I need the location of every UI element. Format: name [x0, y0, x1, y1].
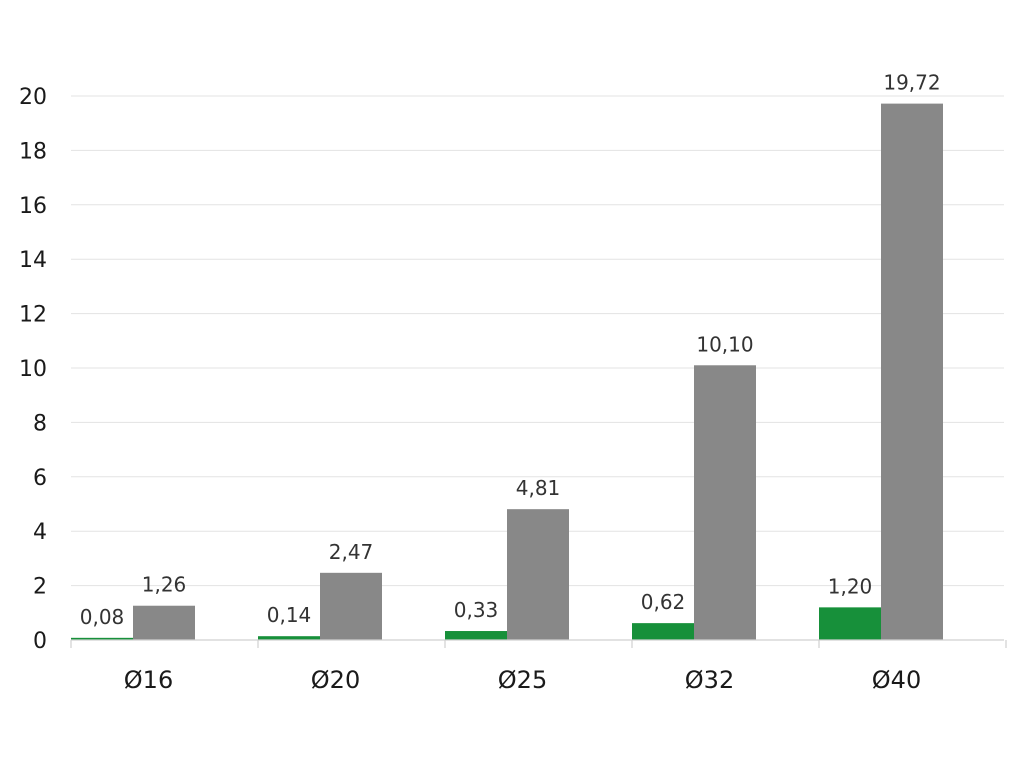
- bar-series-2: [133, 605, 195, 640]
- data-label: 4,81: [516, 476, 561, 500]
- bar-series-2: [694, 365, 756, 640]
- y-tick-label: 12: [19, 303, 47, 328]
- data-label: 2,47: [329, 540, 374, 564]
- x-category-label: Ø20: [311, 666, 360, 694]
- data-label: 0,08: [80, 605, 125, 629]
- y-tick-label: 20: [19, 85, 47, 110]
- x-axis: Ø16 Ø20 Ø25 Ø32 Ø40: [70, 639, 1007, 694]
- data-label: 1,26: [142, 573, 187, 597]
- y-tick-label: 10: [19, 357, 47, 382]
- data-labels: 0,08 0,14 0,33 0,62 1,20 1,26 2,47 4,81 10,10 19,…: [80, 71, 941, 629]
- data-label: 0,14: [267, 603, 312, 627]
- y-axis-ticks: 0 2 4 6 8 10 12 14 16 18 20: [19, 85, 47, 654]
- data-label: 0,62: [641, 590, 686, 614]
- bars: [71, 103, 943, 641]
- x-category-label: Ø32: [685, 666, 734, 694]
- gridlines: [71, 95, 1004, 587]
- bar-series-1: [71, 637, 133, 640]
- y-tick-label: 2: [33, 575, 47, 600]
- bar-series-1: [445, 631, 507, 640]
- bar-series-2: [507, 509, 569, 640]
- y-tick-label: 4: [33, 520, 47, 545]
- bar-series-1: [632, 623, 694, 640]
- y-tick-label: 6: [33, 466, 47, 491]
- data-label: 19,72: [883, 71, 940, 95]
- y-tick-label: 0: [33, 629, 47, 654]
- y-tick-label: 8: [33, 411, 47, 436]
- y-tick-label: 14: [19, 248, 47, 273]
- bar-series-2: [320, 572, 382, 640]
- bar-series-1: [819, 607, 881, 640]
- x-category-label: Ø40: [872, 666, 921, 694]
- y-tick-label: 18: [19, 139, 47, 164]
- data-label: 10,10: [696, 332, 753, 356]
- x-category-label: Ø25: [498, 666, 547, 694]
- data-label: 0,33: [454, 598, 499, 622]
- bar-series-1: [258, 636, 320, 640]
- x-category-label: Ø16: [124, 666, 173, 694]
- y-tick-label: 16: [19, 194, 47, 219]
- bar-series-2: [881, 103, 943, 641]
- data-label: 1,20: [828, 574, 873, 598]
